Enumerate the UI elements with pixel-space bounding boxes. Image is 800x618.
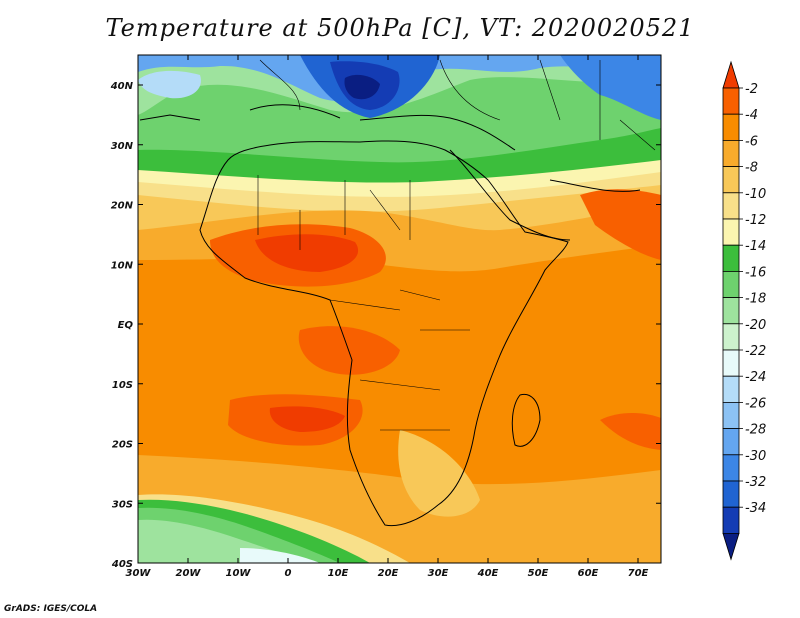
longitude-axis: 30W 20W 10W 0 10E 20E 30E 40E 50E 60E 70E [126, 55, 649, 579]
lat-label: EQ [118, 320, 134, 331]
colorbar-label: -18 [745, 292, 766, 307]
lat-label: 40S [111, 559, 133, 570]
colorbar-label: -2 [745, 82, 758, 97]
colorbar-label: -14 [745, 239, 766, 254]
colorbar-bottom-arrow [722, 533, 740, 561]
colorbar-swatch [722, 218, 740, 246]
colorbar-swatch [722, 401, 740, 429]
lon-label: 10E [328, 568, 349, 579]
temperature-field [138, 55, 661, 563]
lat-label: 10N [111, 260, 134, 271]
lon-label: 0 [285, 568, 292, 579]
colorbar-label: -34 [745, 501, 766, 516]
lon-label: 40E [477, 568, 499, 579]
lat-label: 10S [112, 380, 133, 391]
map-title: Temperature at 500hPa [C], VT: 202002052… [105, 14, 695, 42]
colorbar-swatch [722, 87, 740, 115]
lon-label: 10W [226, 568, 252, 579]
lat-label: 20S [112, 440, 133, 451]
colorbar-label: -32 [745, 475, 766, 490]
colorbar-label: -26 [745, 396, 766, 411]
lon-label: 20W [176, 568, 202, 579]
colorbar-label: -6 [745, 134, 758, 149]
colorbar-label: -10 [745, 187, 766, 202]
lon-label: 70E [628, 568, 649, 579]
lon-label: 50E [528, 568, 549, 579]
lat-label: 30N [111, 141, 134, 152]
colorbar-swatch [722, 113, 740, 141]
latitude-axis: 40N 30N 20N 10N EQ 10S 20S 30S 40S [110, 81, 661, 570]
colorbar-label: -28 [745, 423, 766, 438]
colorbar-label: -16 [745, 265, 766, 280]
colorbar-label: -12 [745, 213, 766, 228]
colorbar-swatch [722, 297, 740, 325]
colorbar-label: -4 [745, 108, 758, 123]
colorbar-swatch [722, 480, 740, 508]
colorbar-swatch [722, 454, 740, 482]
lon-label: 30W [126, 568, 152, 579]
lat-label: 20N [111, 201, 134, 212]
footer-credit: GrADS: IGES/COLA [4, 604, 98, 614]
lon-label: 30E [428, 568, 449, 579]
colorbar-label: -22 [745, 344, 766, 359]
lat-label: 30S [112, 499, 133, 510]
colorbar-label: -30 [745, 449, 766, 464]
colorbar-swatch [722, 192, 740, 220]
colorbar-swatch [722, 166, 740, 194]
coastlines [139, 104, 641, 527]
colorbar-swatch [722, 270, 740, 298]
colorbar-swatch [722, 323, 740, 351]
colorbar-swatch [722, 244, 740, 272]
lon-label: 20E [378, 568, 399, 579]
lat-label: 40N [110, 81, 134, 92]
colorbar-swatch [722, 428, 740, 456]
colorbar-swatch [722, 375, 740, 403]
colorbar-label: -8 [745, 161, 758, 176]
colorbar-swatch [722, 506, 740, 534]
colorbar-swatch [722, 139, 740, 167]
lon-label: 60E [578, 568, 599, 579]
colorbar-swatch [722, 349, 740, 377]
colorbar-top-arrow [722, 60, 740, 89]
country-borders [257, 59, 656, 431]
colorbar: -2 -4 -6 -8 -10 -12 -14 -16 -18 -20 -22 -24 -26 -28 -3… [722, 60, 766, 561]
plot-frame [137, 54, 662, 564]
colorbar-label: -24 [745, 370, 766, 385]
colorbar-label: -20 [745, 318, 766, 333]
